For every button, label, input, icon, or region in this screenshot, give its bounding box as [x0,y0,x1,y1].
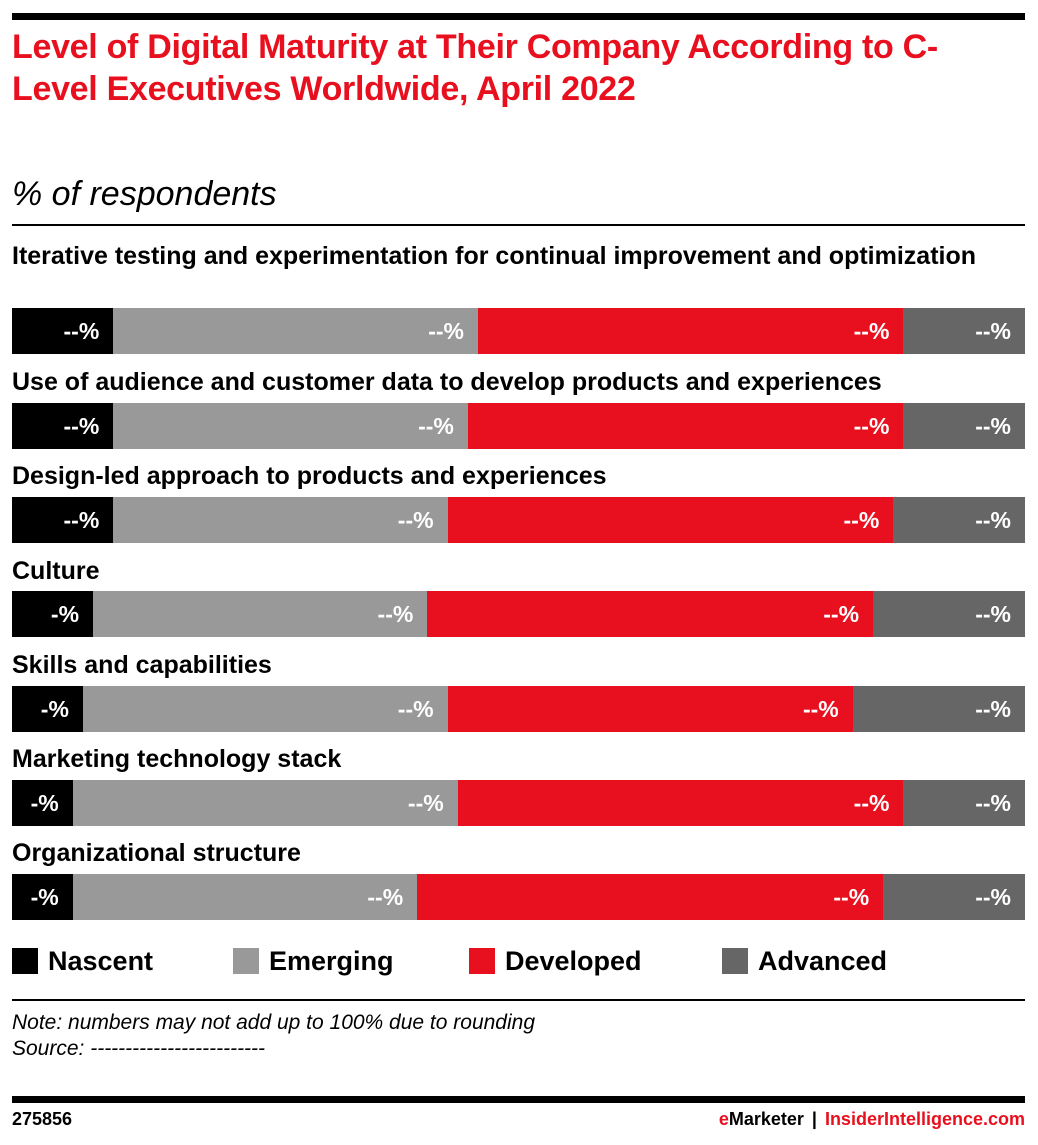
bar-segment-emerging: --% [113,497,448,543]
bar-segment-emerging: --% [72,780,458,826]
data-label: --% [975,413,1011,439]
top-rule [12,13,1025,20]
row-label-audience-data: Use of audience and customer data to dev… [12,368,882,396]
bar-row-martech-stack: -% --% --% --% [12,780,1025,826]
bar-segment-emerging: --% [113,403,468,449]
brand-emarketer: Marketer [728,1109,804,1129]
legend-swatch-advanced [722,948,748,974]
data-label: --% [377,601,414,627]
legend-label: Developed [505,945,642,976]
bar-segment-nascent: -% [12,780,73,826]
bar-segment-emerging: --% [82,686,448,732]
brand-e: e [718,1109,729,1129]
data-label: --% [975,790,1011,816]
data-label: --% [975,601,1011,627]
bar-segment-emerging: --% [113,308,478,354]
row-label-design-led: Design-led approach to products and expe… [12,462,607,490]
data-label: --% [63,507,100,533]
legend-swatch-emerging [233,948,259,974]
bar-segment-advanced: --% [903,403,1025,449]
bar-segment-developed: --% [477,308,904,354]
legend-item-advanced: Advanced [722,944,887,978]
data-label: -% [40,696,69,722]
data-label: --% [975,507,1011,533]
legend-label: Advanced [758,945,888,976]
data-label: --% [397,507,434,533]
row-label-skills: Skills and capabilities [12,651,272,679]
bottom-rule [12,1096,1025,1103]
legend-item-developed: Developed [469,944,642,978]
bar-segment-emerging: --% [93,591,428,637]
note-text: Note: numbers may not add up to 100% due… [12,1011,536,1034]
bar-segment-advanced: --% [873,591,1025,637]
bar-row-culture: -% --% --% --% [12,591,1025,637]
data-label: --% [367,884,404,910]
legend-label: Nascent [48,945,154,976]
legend-item-nascent: Nascent [12,944,153,978]
legend-swatch-developed [469,948,495,974]
bar-row-design-led: --% --% --% --% [12,497,1025,543]
brand: eMarketer | InsiderIntelligence.com [719,1109,1025,1130]
data-label: --% [63,413,100,439]
data-label: --% [823,601,860,627]
bar-segment-developed: --% [447,686,853,732]
bar-segment-nascent: --% [12,497,114,543]
bar-segment-nascent: -% [12,874,73,920]
data-label: --% [853,790,890,816]
chart-title: Level of Digital Maturity at Their Compa… [12,28,938,108]
brand-site-link[interactable]: InsiderIntelligence.com [824,1109,1025,1129]
data-label: --% [428,318,464,344]
row-label-martech-stack: Marketing technology stack [12,745,342,773]
chart-subtitle: % of respondents [12,175,277,213]
bar-segment-developed: --% [457,780,904,826]
bar-row-skills: -% --% --% --% [12,686,1025,732]
data-label: --% [63,318,100,344]
bar-row-iterative-testing: --% --% --% --% [12,308,1025,354]
data-label: --% [853,413,890,439]
bar-segment-advanced: --% [903,308,1025,354]
bar-segment-advanced: --% [883,874,1025,920]
data-label: --% [802,696,839,722]
data-label: --% [418,413,454,439]
data-label: --% [833,884,870,910]
bar-segment-nascent: -% [12,686,83,732]
legend: Nascent Emerging Developed Advanced [12,944,1025,978]
row-label-culture: Culture [12,557,100,585]
data-label: -% [30,790,59,816]
data-label: --% [853,318,890,344]
data-label: --% [975,696,1011,722]
bar-segment-advanced: --% [893,497,1025,543]
brand-separator: | [811,1109,817,1129]
data-label: --% [975,884,1011,910]
data-label: --% [975,318,1011,344]
bar-segment-emerging: --% [72,874,418,920]
notes: Note: numbers may not add up to 100% due… [12,1010,535,1062]
data-label: --% [843,507,880,533]
source-text: Source: ------------------------- [12,1037,266,1060]
bar-segment-advanced: --% [852,686,1025,732]
bar-row-org-structure: -% --% --% --% [12,874,1025,920]
legend-item-emerging: Emerging [233,944,394,978]
bar-segment-developed: --% [467,403,904,449]
data-label: -% [50,601,80,627]
data-label: --% [407,790,444,816]
data-label: --% [397,696,434,722]
bar-segment-nascent: -% [12,591,94,637]
row-label-iterative-testing: Iterative testing and experimentation fo… [12,242,977,270]
bar-segment-nascent: --% [12,403,114,449]
footer-divider [12,999,1025,1001]
legend-label: Emerging [269,945,394,976]
data-label: -% [30,884,59,910]
legend-swatch-nascent [12,948,38,974]
chart-id: 275856 [12,1109,73,1129]
bar-segment-nascent: --% [12,308,114,354]
bar-segment-advanced: --% [903,780,1025,826]
bar-row-audience-data: --% --% --% --% [12,403,1025,449]
row-label-org-structure: Organizational structure [12,839,301,867]
subtitle-divider [12,224,1025,226]
bar-segment-developed: --% [427,591,874,637]
bar-segment-developed: --% [417,874,884,920]
bar-segment-developed: --% [447,497,894,543]
